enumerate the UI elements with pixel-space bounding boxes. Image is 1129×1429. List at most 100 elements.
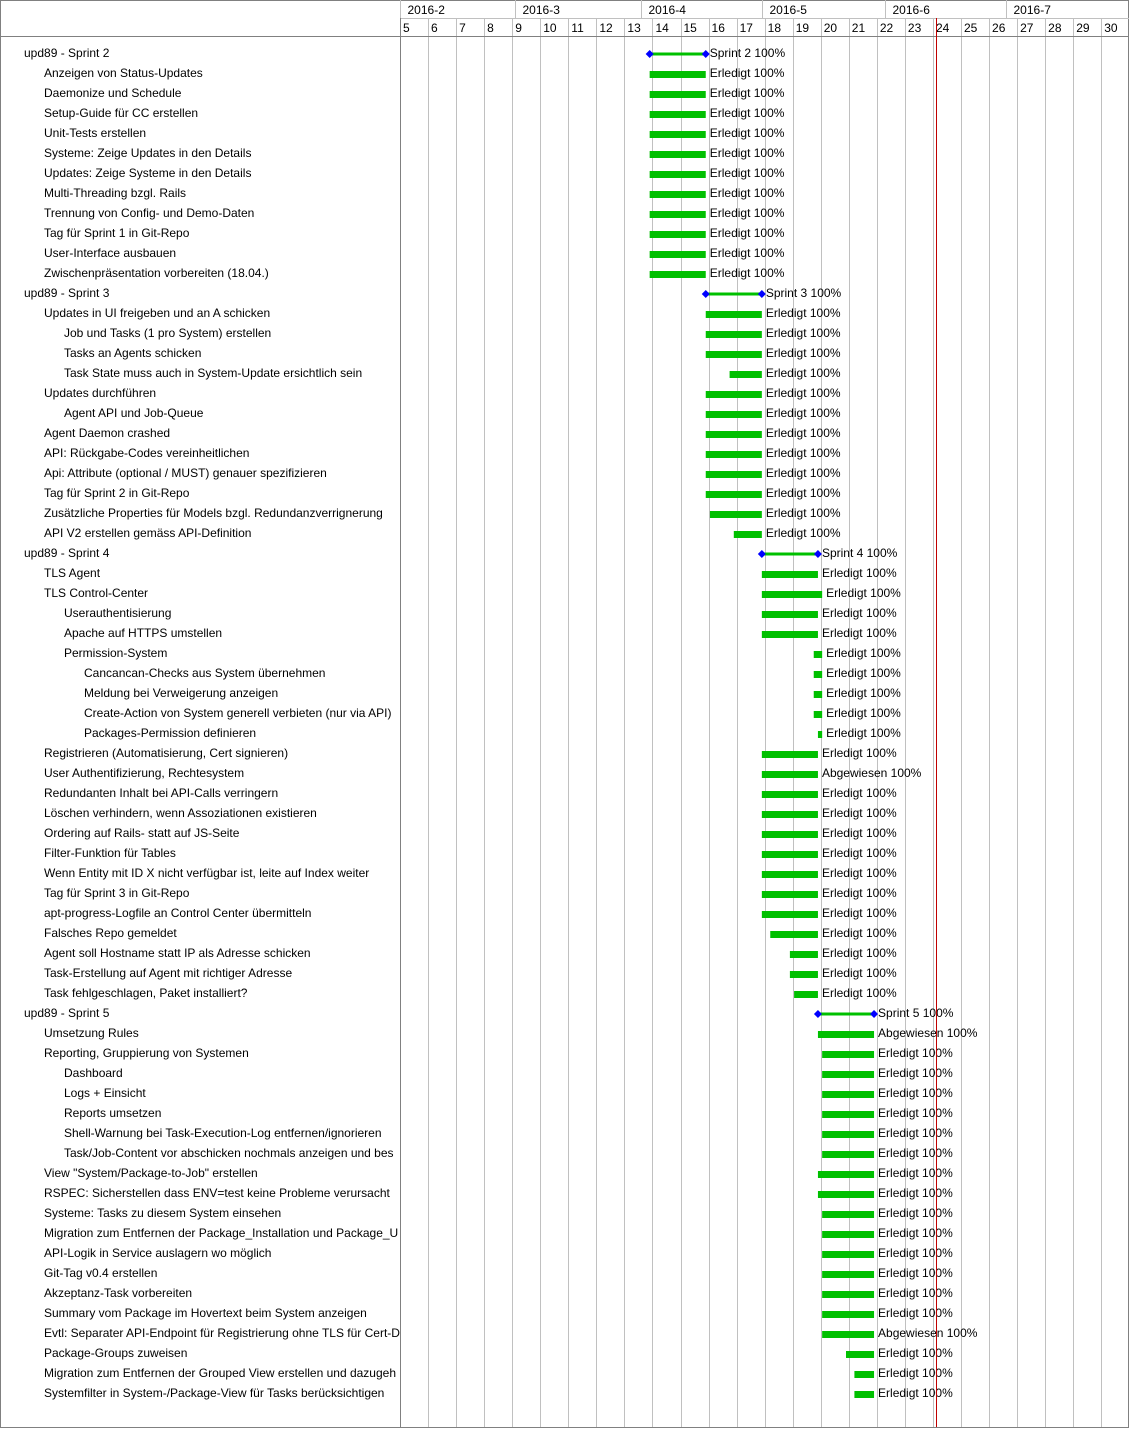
task-label: Shell-Warnung bei Task-Execution-Log ent…	[64, 1126, 382, 1140]
week-tick-label: 22	[880, 21, 894, 35]
task-bar	[649, 171, 706, 178]
task-bar	[649, 71, 706, 78]
status-label: Erledigt 100%	[878, 1366, 953, 1380]
task-label: Apache auf HTTPS umstellen	[64, 626, 222, 640]
status-label: Erledigt 100%	[822, 926, 897, 940]
task-bar	[733, 531, 762, 538]
task-label: Zusätzliche Properties für Models bzgl. …	[44, 506, 383, 520]
week-tick-label: 6	[431, 21, 438, 35]
task-bar	[761, 771, 818, 778]
task-label: Wenn Entity mit ID X nicht verfügbar ist…	[44, 866, 369, 880]
task-label: Systeme: Tasks zu diesem System einsehen	[44, 1206, 281, 1220]
task-label: Tasks an Agents schicken	[64, 346, 201, 360]
task-bar	[649, 271, 706, 278]
task-bar	[705, 351, 762, 358]
task-bar	[813, 671, 823, 678]
month-label: 2016-7	[1014, 3, 1052, 17]
task-label: Summary vom Package im Hovertext beim Sy…	[44, 1306, 367, 1320]
status-label: Erledigt 100%	[710, 186, 785, 200]
task-bar	[761, 631, 818, 638]
week-tick-label: 13	[627, 21, 641, 35]
status-label: Abgewiesen 100%	[878, 1026, 978, 1040]
status-label: Erledigt 100%	[710, 226, 785, 240]
task-bar	[813, 651, 823, 658]
task-label: Updates: Zeige Systeme in den Details	[44, 166, 251, 180]
task-bar	[761, 871, 818, 878]
task-bar	[761, 571, 818, 578]
status-label: Erledigt 100%	[826, 586, 901, 600]
status-label: Erledigt 100%	[878, 1186, 953, 1200]
status-label: Erledigt 100%	[878, 1306, 953, 1320]
task-label: Api: Attribute (optional / MUST) genauer…	[44, 466, 327, 480]
status-label: Erledigt 100%	[878, 1126, 953, 1140]
task-bar	[649, 191, 706, 198]
task-label: TLS Agent	[44, 566, 101, 580]
task-label: Agent API und Job-Queue	[64, 406, 204, 420]
milestone-diamond	[757, 550, 766, 558]
status-label: Erledigt 100%	[826, 646, 901, 660]
task-label: Systemfilter in System-/Package-View für…	[44, 1386, 384, 1400]
task-bar	[705, 331, 762, 338]
status-label: Erledigt 100%	[710, 86, 785, 100]
task-label: User Authentifizierung, Rechtesystem	[44, 766, 244, 780]
task-bar	[817, 1031, 875, 1038]
status-label: Erledigt 100%	[766, 486, 841, 500]
task-label: Migration zum Entfernen der Package_Inst…	[44, 1226, 398, 1240]
task-bars: Sprint 2 100% Erledigt 100% Erledigt 100% E…	[645, 46, 978, 1400]
status-label: Erledigt 100%	[822, 606, 897, 620]
task-bar	[845, 1351, 875, 1358]
week-tick-label: 29	[1076, 21, 1090, 35]
week-tick-label: 11	[571, 21, 584, 35]
task-bar	[649, 211, 706, 218]
status-label: Erledigt 100%	[766, 466, 841, 480]
status-label: Erledigt 100%	[822, 946, 897, 960]
month-label: 2016-6	[893, 3, 931, 17]
task-label: Task-Erstellung auf Agent mit richtiger …	[44, 966, 292, 980]
status-label: Erledigt 100%	[878, 1286, 953, 1300]
status-label: Erledigt 100%	[710, 246, 785, 260]
milestone-diamond	[870, 1010, 879, 1018]
task-bar	[817, 731, 823, 738]
week-tick-label: 14	[655, 21, 669, 35]
task-bar	[705, 451, 762, 458]
task-bar	[822, 1111, 875, 1118]
status-label: Erledigt 100%	[878, 1346, 953, 1360]
task-label: RSPEC: Sicherstellen dass ENV=test keine…	[44, 1186, 390, 1200]
task-bar	[813, 691, 823, 698]
task-bar	[822, 1291, 875, 1298]
week-tick-label: 21	[852, 21, 866, 35]
milestone-diamond	[701, 290, 710, 298]
status-label: Erledigt 100%	[878, 1106, 953, 1120]
task-label: Setup-Guide für CC erstellen	[44, 106, 198, 120]
task-bar	[822, 1211, 875, 1218]
task-bar	[822, 1071, 875, 1078]
status-label: Erledigt 100%	[878, 1386, 953, 1400]
task-label: API V2 erstellen gemäss API-Definition	[44, 526, 251, 540]
status-label: Erledigt 100%	[710, 206, 785, 220]
task-label: Trennung von Config- und Demo-Daten	[44, 206, 254, 220]
status-label: Sprint 5 100%	[878, 1006, 954, 1020]
task-bar	[822, 1311, 875, 1318]
status-label: Erledigt 100%	[766, 506, 841, 520]
milestone-diamond	[645, 50, 654, 58]
task-label: Umsetzung Rules	[44, 1026, 139, 1040]
week-tick-label: 24	[936, 21, 950, 35]
task-label: API-Logik in Service auslagern wo möglic…	[44, 1246, 271, 1260]
status-label: Erledigt 100%	[766, 366, 841, 380]
task-label: Akzeptanz-Task vorbereiten	[44, 1286, 192, 1300]
task-bar	[813, 711, 823, 718]
milestone-diamond	[701, 50, 710, 58]
status-label: Erledigt 100%	[822, 806, 897, 820]
task-label: Tag für Sprint 1 in Git-Repo	[44, 226, 190, 240]
task-label: Systeme: Zeige Updates in den Details	[44, 146, 251, 160]
task-label: View "System/Package-to-Job" erstellen	[44, 1166, 258, 1180]
task-bar	[705, 491, 762, 498]
status-label: Erledigt 100%	[766, 426, 841, 440]
task-label: Daemonize und Schedule	[44, 86, 182, 100]
status-label: Erledigt 100%	[710, 266, 785, 280]
status-label: Erledigt 100%	[766, 306, 841, 320]
week-tick-label: 26	[992, 21, 1006, 35]
task-label: Create-Action von System generell verbie…	[84, 706, 391, 720]
week-tick-label: 17	[740, 21, 754, 35]
